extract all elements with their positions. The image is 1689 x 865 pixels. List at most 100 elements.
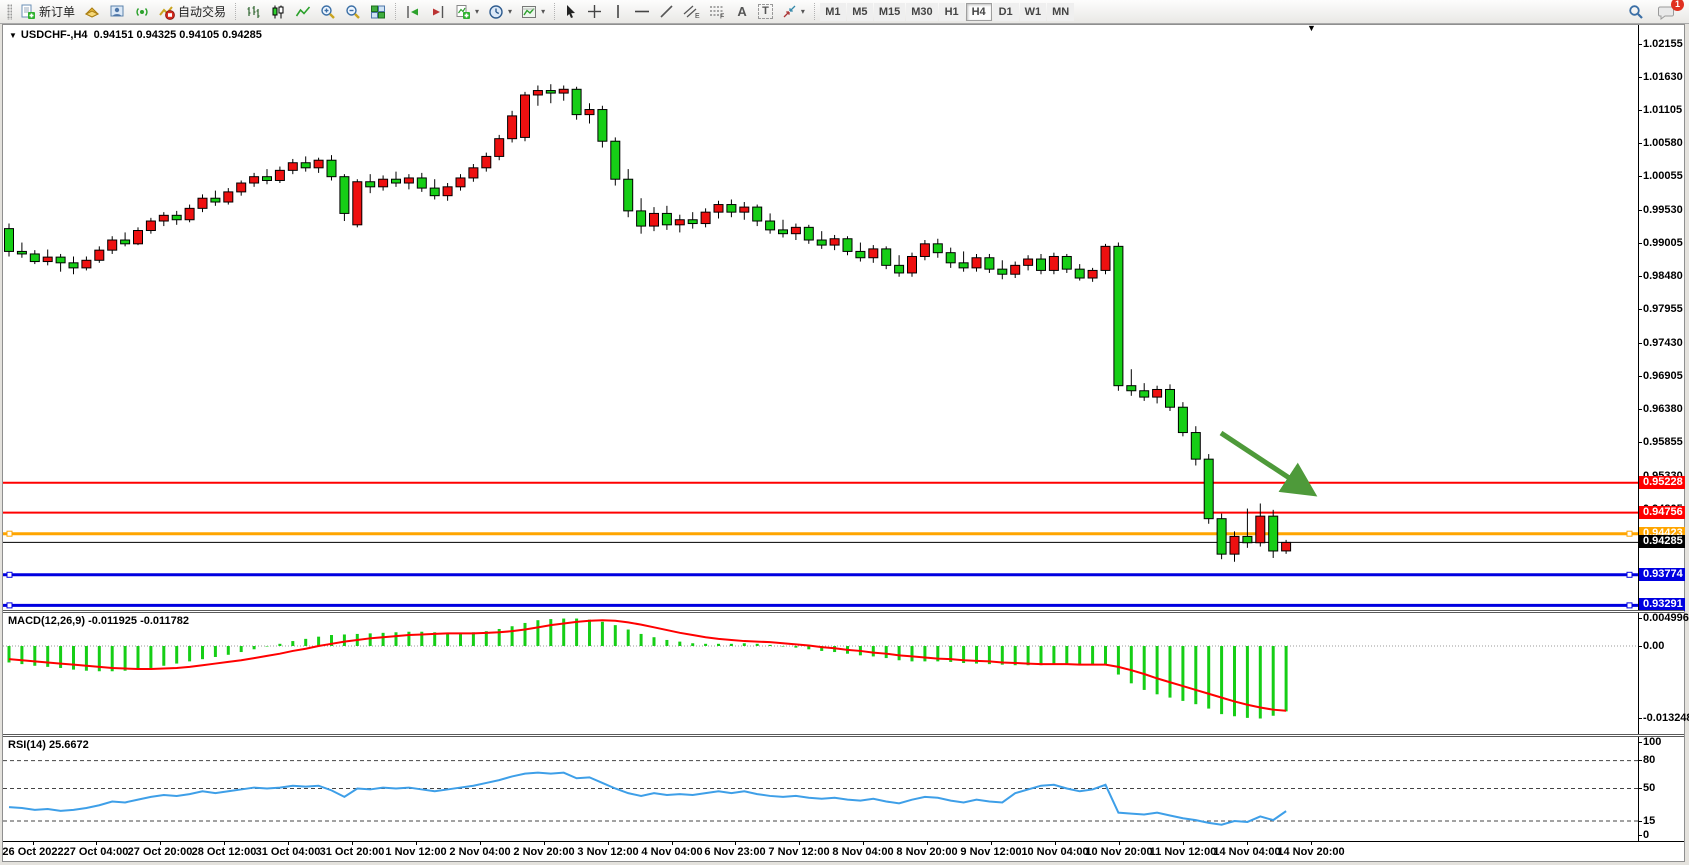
vertical-line-button[interactable]	[607, 2, 629, 22]
chart-shift-marker-icon[interactable]: ▼	[1307, 25, 1316, 33]
trendline-icon	[659, 4, 674, 19]
fibonacci-button[interactable]: F	[705, 2, 730, 22]
axis-tick	[1639, 442, 1642, 443]
axis-tick	[1639, 760, 1642, 761]
axis-tick-label: 50	[1643, 782, 1656, 794]
market-watch-button[interactable]	[80, 2, 104, 22]
toolbar-separator	[813, 3, 815, 20]
bar-chart-icon	[245, 4, 261, 20]
tile-windows-icon	[370, 4, 386, 20]
zoom-out-button[interactable]	[341, 2, 365, 22]
horizontal-line-button[interactable]	[630, 2, 654, 22]
toolbar-separator	[554, 3, 556, 20]
time-tick	[1119, 841, 1120, 845]
time-tick	[160, 841, 161, 845]
cursor-button[interactable]	[560, 2, 582, 22]
candlestick-plot	[3, 84, 1638, 609]
timeframe-h4-button[interactable]: H4	[965, 2, 992, 21]
new-order-button[interactable]: 新订单	[16, 2, 79, 22]
chart-shift-icon	[430, 4, 446, 20]
chart-ohlc-values: 0.94151 0.94325 0.94105 0.94285	[93, 29, 262, 41]
text-button[interactable]: A	[731, 2, 753, 22]
rsi-pane[interactable]: RSI(14) 25.6672	[3, 737, 1638, 841]
axis-tick-label: 0.97430	[1643, 337, 1683, 349]
periods-button[interactable]	[484, 2, 516, 22]
autotrading-button[interactable]: 自动交易	[155, 2, 230, 22]
time-tick-label: 28 Oct 12:00	[191, 846, 257, 858]
axis-tick	[1639, 409, 1642, 410]
auto-scroll-button[interactable]	[401, 2, 425, 22]
axis-tick-label: 0.96380	[1643, 403, 1683, 415]
time-tick-label: 8 Nov 04:00	[832, 846, 894, 858]
signals-icon	[134, 4, 150, 20]
time-tick-label: 6 Nov 23:00	[704, 846, 766, 858]
toolbar-separator	[395, 3, 397, 20]
collapse-triangle-icon[interactable]: ▼	[9, 31, 17, 40]
line-chart-button[interactable]	[291, 2, 315, 22]
timeframe-m15-button[interactable]: M15	[873, 2, 906, 21]
pane-separator[interactable]	[3, 734, 1684, 737]
notification-badge: 1	[1671, 0, 1684, 11]
price-axis[interactable]: 1.02155 1.01630 1.01105 1.00580 1.00055 0.995…	[1638, 25, 1689, 841]
axis-tick	[1639, 143, 1642, 144]
timeframe-d1-button[interactable]: D1	[992, 2, 1019, 21]
indicators-button[interactable]	[451, 2, 483, 22]
candlestick-chart-button[interactable]	[266, 2, 290, 22]
time-tick-label: 31 Oct 04:00	[255, 846, 321, 858]
time-axis[interactable]: 26 Oct 2022 27 Oct 04:00 27 Oct 20:00 28 Oc…	[2, 841, 1684, 861]
timeframe-m1-button[interactable]: M1	[819, 2, 846, 21]
toolbar-grip[interactable]	[7, 3, 12, 20]
timeframe-m5-button[interactable]: M5	[846, 2, 873, 21]
time-tick-label: 14 Nov 04:00	[1213, 846, 1281, 858]
templates-button[interactable]	[517, 2, 549, 22]
time-tick	[288, 841, 289, 845]
time-tick	[799, 841, 800, 845]
axis-tick-label: 1.00580	[1643, 137, 1683, 149]
time-tick	[1311, 841, 1312, 845]
axis-tick-label: 0.99005	[1643, 237, 1683, 249]
navigator-button[interactable]	[105, 2, 129, 22]
timeframe-h1-button[interactable]: H1	[938, 2, 965, 21]
crosshair-button[interactable]	[583, 2, 606, 22]
candlestick-chart-icon	[270, 4, 286, 20]
zoom-in-button[interactable]	[316, 2, 340, 22]
time-tick	[672, 841, 673, 845]
equidistant-channel-button[interactable]: E	[679, 2, 704, 22]
axis-tick-label: 0.96905	[1643, 370, 1683, 382]
macd-pane[interactable]: MACD(12,26,9) -0.011925 -0.011782	[3, 613, 1638, 734]
time-tick	[608, 841, 609, 845]
timeframe-w1-button[interactable]: W1	[1019, 2, 1047, 21]
time-tick	[224, 841, 225, 845]
trend-arrow-annotation[interactable]	[1219, 430, 1318, 497]
time-tick-label: 27 Oct 20:00	[127, 846, 193, 858]
auto-scroll-icon	[405, 4, 421, 20]
timeframe-mn-button[interactable]: MN	[1047, 2, 1075, 21]
text-label-icon: T	[758, 4, 773, 19]
axis-tick	[1639, 646, 1642, 647]
bar-chart-button[interactable]	[241, 2, 265, 22]
axis-tick-label: 1.01630	[1643, 71, 1683, 83]
plot-area[interactable]: ▼ USDCHF-,H4 0.94151 0.94325 0.94105 0.94…	[3, 25, 1638, 841]
axis-tick	[1639, 821, 1642, 822]
search-button[interactable]	[1624, 2, 1648, 22]
vertical-line-icon	[611, 4, 625, 19]
arrows-button[interactable]	[778, 2, 809, 22]
new-order-icon	[20, 4, 36, 20]
axis-tick-label: 15	[1643, 815, 1656, 827]
notifications-button[interactable]: 1	[1654, 0, 1684, 22]
text-label-button[interactable]: T	[754, 2, 777, 22]
candles-layer	[4, 84, 1292, 562]
tile-windows-button[interactable]	[366, 2, 390, 22]
pane-separator[interactable]	[3, 610, 1684, 613]
axis-tick-label: 100	[1643, 736, 1662, 748]
horizontal-line-icon	[634, 4, 650, 19]
price-pane[interactable]: ▼ USDCHF-,H4 0.94151 0.94325 0.94105 0.94…	[3, 25, 1638, 610]
time-tick	[480, 841, 481, 845]
trendline-button[interactable]	[655, 2, 678, 22]
timeframe-m30-button[interactable]: M30	[906, 2, 938, 21]
indicators-icon	[455, 4, 471, 20]
axis-tick	[1639, 309, 1642, 310]
signals-button[interactable]	[130, 2, 154, 22]
toolbar-separator	[235, 3, 237, 20]
chart-shift-button[interactable]	[426, 2, 450, 22]
